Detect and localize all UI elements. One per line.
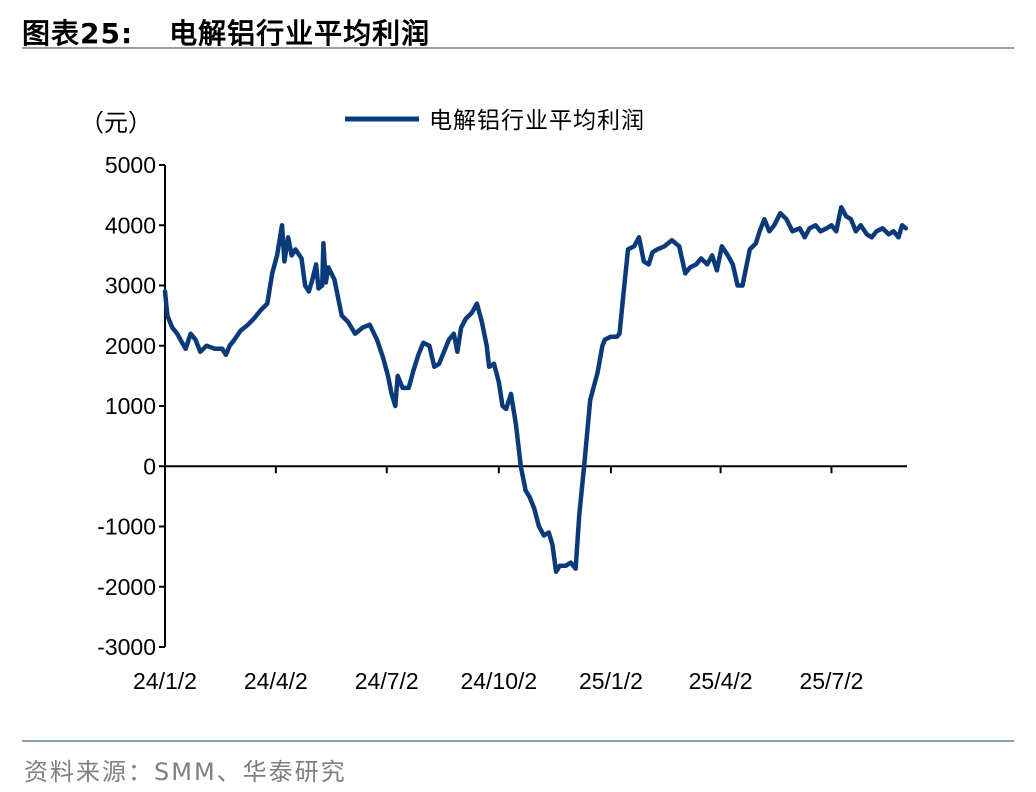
y-tick-label: 3000 [105,273,156,299]
y-tick-label: 0 [143,453,156,479]
x-tick-label: 25/4/2 [689,668,753,694]
figure-title: 电解铝行业平均利润 [169,17,431,50]
x-tick-label: 25/7/2 [799,668,863,694]
y-tick-label: 2000 [105,333,156,359]
y-tick-label: 5000 [105,152,156,178]
source-note: 资料来源：SMM、华泰研究 [24,758,347,786]
y-tick-label: -3000 [97,634,156,660]
y-tick-label: 4000 [105,212,156,238]
x-tick-label: 25/1/2 [579,668,643,694]
legend-label: 电解铝行业平均利润 [429,107,645,133]
x-tick-label: 24/10/2 [460,668,537,694]
series-line [162,204,909,574]
figure-title-row: 图表25: 电解铝行业平均利润 [22,12,430,52]
y-tick-label: 1000 [105,393,156,419]
figure-label: 图表25: [22,17,134,50]
bottom-rule [22,740,1014,742]
top-rule [22,47,1014,49]
y-tick-label: -1000 [97,514,156,540]
x-tick-label: 24/7/2 [355,668,419,694]
y-unit-label: （元） [80,110,152,137]
y-tick-label: -2000 [97,574,156,600]
x-tick-label: 24/4/2 [244,668,308,694]
x-tick-label: 24/1/2 [133,668,197,694]
